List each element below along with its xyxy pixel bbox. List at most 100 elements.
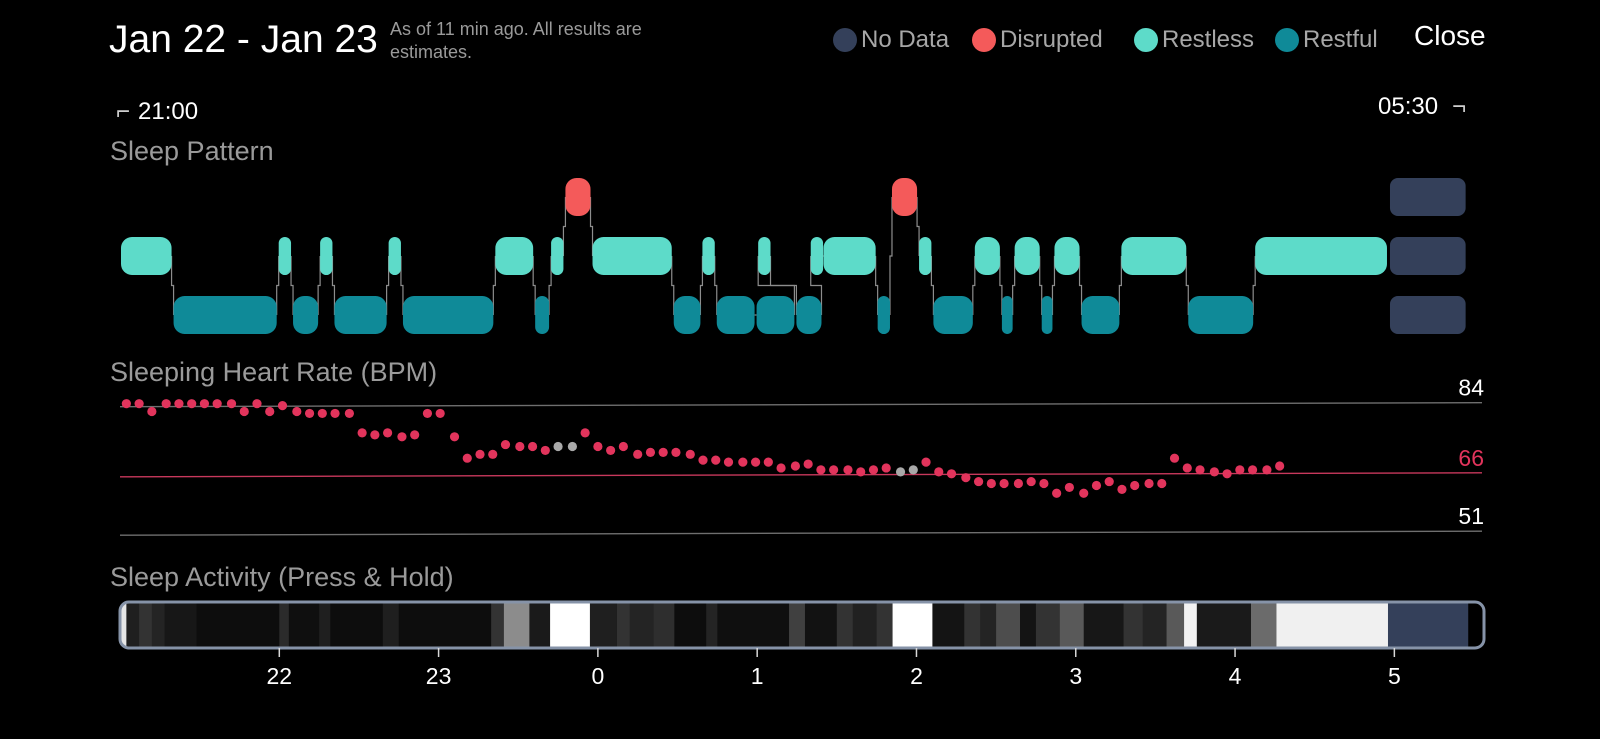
x-tick-label: 0 [591,663,604,689]
heart-rate-point [212,399,222,409]
activity-cell[interactable] [1250,602,1278,648]
activity-cell[interactable] [964,602,981,648]
activity-cell[interactable] [491,602,505,648]
pattern-segment-restful [1041,296,1053,334]
activity-cell[interactable] [674,602,707,648]
pattern-connector [290,256,294,315]
pattern-segment-restless [1054,237,1080,275]
activity-cell[interactable] [1059,602,1085,648]
activity-cell[interactable] [980,602,997,648]
activity-cell[interactable] [616,602,631,648]
pattern-connector [810,256,823,315]
pattern-segment-restful [1081,296,1120,334]
x-tick-label: 4 [1229,663,1242,689]
heart-rate-point [161,399,171,409]
heart-rate-point [723,457,734,467]
reference-label-66: 66 [1458,445,1484,471]
heart-rate-point [1169,453,1180,463]
activity-cell[interactable] [589,602,618,648]
legend-item-restless: Restless [1134,24,1254,56]
pattern-connector [714,256,718,315]
heart-rate-point [239,406,249,417]
pattern-connector [1252,256,1256,315]
x-tick-label: 1 [751,663,764,689]
heart-rate-point [1039,478,1049,489]
activity-cell[interactable] [1035,602,1061,648]
reference-label-84: 84 [1458,375,1484,401]
activity-cell[interactable] [164,602,198,648]
corner-bracket-icon: ⌐ [116,98,131,125]
activity-strip[interactable] [120,602,1469,648]
activity-cell[interactable] [1142,602,1168,648]
pattern-connector [400,256,404,315]
heart-rate-point [1247,465,1258,475]
activity-cell[interactable] [196,602,280,648]
pattern-connector [671,256,675,315]
activity-cell[interactable] [1083,602,1125,648]
pattern-segment-restless [551,237,564,275]
activity-cell[interactable] [288,602,320,648]
heart-rate-point [999,478,1009,489]
pattern-segment-restful [796,296,822,334]
heart-rate-point [671,447,681,457]
activity-cell[interactable] [717,602,790,648]
activity-cell[interactable] [1123,602,1144,648]
activity-cell[interactable] [836,602,854,648]
activity-cell[interactable] [151,602,166,648]
heart-rate-point [986,478,996,489]
heart-rate-point [790,461,801,471]
heart-rate-point [685,449,695,459]
activity-cell[interactable] [1020,602,1037,648]
activity-cell[interactable] [629,602,655,648]
range-end-label: 05:30 [1378,93,1439,120]
pattern-segment-restless [702,237,715,275]
pattern-connector [699,256,704,315]
activity-cell[interactable] [876,602,894,648]
activity-cell[interactable] [330,602,384,648]
pattern-segment-restless [758,237,771,275]
pattern-segment-restless [592,237,672,275]
pattern-segment-restful [402,296,494,334]
legend-swatch-disrupted [972,28,996,52]
activity-cell[interactable] [120,602,127,648]
activity-cell[interactable] [126,602,140,648]
activity-cell[interactable] [319,602,331,648]
heart-rate-point [330,408,340,419]
activity-cell[interactable] [804,602,838,648]
pattern-segment-restless [1255,237,1387,275]
activity-cell[interactable] [1166,602,1185,648]
activity-cell[interactable] [1276,602,1389,648]
heart-rate-point [265,406,275,417]
activity-cell[interactable] [932,602,965,648]
activity-cell[interactable] [1184,602,1198,648]
activity-cell[interactable] [529,602,551,648]
activity-cell[interactable] [1387,602,1469,648]
activity-cell[interactable] [1196,602,1252,648]
activity-cell[interactable] [706,602,718,648]
activity-cell[interactable] [892,602,933,648]
activity-cell[interactable] [789,602,806,648]
close-button[interactable]: Close [1414,20,1486,51]
heart-rate-point [449,432,460,442]
activity-cell[interactable] [279,602,290,648]
heart-rate-point [174,399,184,409]
pattern-connector [532,256,536,315]
activity-cell[interactable] [382,602,400,648]
activity-cell[interactable] [653,602,675,648]
heart-rate-point [1262,465,1272,475]
heart-rate-point [1222,469,1232,479]
heart-rate-point [370,430,380,440]
activity-cell[interactable] [398,602,492,648]
activity-cell[interactable] [996,602,1021,648]
sleep-activity-chart[interactable]: 22 23 0 1 2 3 4 5 [118,600,1486,689]
activity-cell[interactable] [503,602,530,648]
activity-cell[interactable] [550,602,591,648]
pattern-connector [916,197,920,256]
activity-cell[interactable] [139,602,153,648]
activity-cell[interactable] [852,602,878,648]
pattern-connector [331,256,336,315]
pattern-segment-restless [495,237,534,275]
heart-rate-point [934,467,944,477]
heart-rate-point [277,401,288,411]
